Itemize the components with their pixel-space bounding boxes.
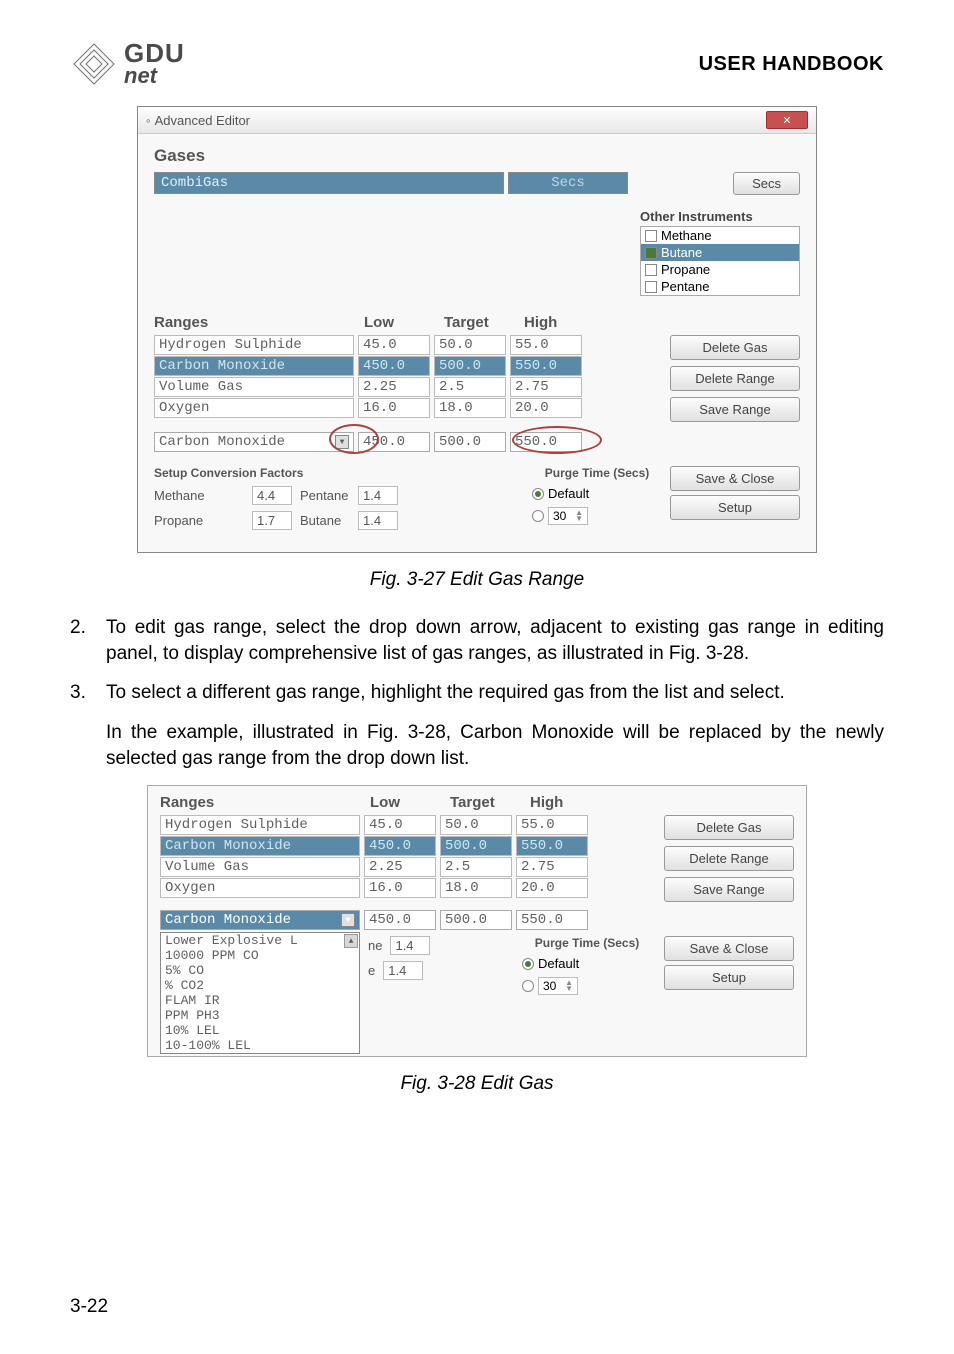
spinner-buttons-icon[interactable]: ▲▼ <box>575 510 583 522</box>
range-row[interactable]: Oxygen 16.0 18.0 20.0 <box>160 878 656 898</box>
instrument-item[interactable]: Pentane <box>641 278 799 295</box>
range-row[interactable]: Oxygen 16.0 18.0 20.0 <box>154 398 662 418</box>
setup-button[interactable]: Setup <box>670 495 800 520</box>
ranges-table: Hydrogen Sulphide 45.0 50.0 55.0 Carbon … <box>154 335 662 422</box>
dropdown-item[interactable]: % CO2 <box>161 978 359 993</box>
factor-row: Propane 1.7 Butane 1.4 <box>154 511 524 530</box>
instrument-item[interactable]: Methane <box>641 227 799 244</box>
dialog-icon: ◦ <box>146 113 151 128</box>
logo-icon <box>70 40 118 88</box>
delete-range-button[interactable]: Delete Range <box>670 366 800 391</box>
dd-low[interactable]: 450.0 <box>364 910 436 930</box>
dd-high[interactable]: 550.0 <box>516 910 588 930</box>
list-item: 3. To select a different gas range, high… <box>70 680 884 706</box>
list-number: 2. <box>70 615 94 666</box>
dd-low[interactable]: 450.0 <box>358 432 430 452</box>
range-row[interactable]: Carbon Monoxide 450.0 500.0 550.0 <box>154 356 662 376</box>
range-row[interactable]: Hydrogen Sulphide 45.0 50.0 55.0 <box>154 335 662 355</box>
default-radio[interactable]: Default <box>532 486 662 501</box>
dropdown-item[interactable]: Lower Explosive L <box>161 933 359 948</box>
chevron-down-icon[interactable]: ▼ <box>341 913 355 927</box>
radio-icon <box>522 958 534 970</box>
purge-time-label: Purge Time (Secs) <box>532 466 662 480</box>
close-button[interactable]: ✕ <box>766 111 808 129</box>
delete-gas-button[interactable]: Delete Gas <box>664 815 794 840</box>
range-row[interactable]: Volume Gas 2.25 2.5 2.75 <box>154 377 662 397</box>
dropdown-item[interactable]: FLAM IR <box>161 993 359 1008</box>
dd-target[interactable]: 500.0 <box>440 910 512 930</box>
range-dropdown[interactable]: Carbon Monoxide ▼ <box>160 910 360 930</box>
col-high: High <box>530 794 610 811</box>
logo-text-bottom: net <box>124 66 185 86</box>
range-dropdown[interactable]: Carbon Monoxide ▼ <box>154 432 354 452</box>
dropdown-item[interactable]: PPM PH3 <box>161 1008 359 1023</box>
save-range-button[interactable]: Save Range <box>664 877 794 902</box>
range-row[interactable]: Hydrogen Sulphide 45.0 50.0 55.0 <box>160 815 656 835</box>
list-number: 3. <box>70 680 94 706</box>
combigas-field[interactable]: CombiGas <box>154 172 504 194</box>
radio-icon <box>532 488 544 500</box>
figure-caption: Fig. 3-28 Edit Gas <box>70 1073 884 1095</box>
page-number: 3-22 <box>70 1296 108 1318</box>
dropdown-item[interactable]: 10-100% LEL <box>161 1038 359 1053</box>
secs-button[interactable]: Secs <box>733 172 800 195</box>
ranges-label: Ranges <box>160 794 370 811</box>
col-high: High <box>524 314 604 331</box>
gases-label: Gases <box>154 146 800 166</box>
instrument-item[interactable]: Butane <box>641 244 799 261</box>
setup-button[interactable]: Setup <box>664 965 794 990</box>
range-row[interactable]: Carbon Monoxide 450.0 500.0 550.0 <box>160 836 656 856</box>
list-item: 2. To edit gas range, select the drop do… <box>70 615 884 666</box>
figure-3-27: ◦ Advanced Editor ✕ Gases CombiGas Secs … <box>137 106 817 553</box>
page-header: GDU net USER HANDBOOK <box>70 40 884 88</box>
save-range-button[interactable]: Save Range <box>670 397 800 422</box>
range-row[interactable]: Volume Gas 2.25 2.5 2.75 <box>160 857 656 877</box>
dropdown-item[interactable]: 5% CO <box>161 963 359 978</box>
delete-gas-button[interactable]: Delete Gas <box>670 335 800 360</box>
save-close-button[interactable]: Save & Close <box>664 936 794 961</box>
dialog-title: ◦ Advanced Editor <box>146 113 250 128</box>
factor-row: ne 1.4 <box>368 936 510 955</box>
dd-target[interactable]: 500.0 <box>434 432 506 452</box>
dialog-titlebar: ◦ Advanced Editor ✕ <box>138 107 816 134</box>
instrument-item[interactable]: Propane <box>641 261 799 278</box>
col-target: Target <box>450 794 530 811</box>
factor-row: e 1.4 <box>368 961 510 980</box>
scroll-up-icon[interactable]: ▲ <box>344 934 358 948</box>
col-target: Target <box>444 314 524 331</box>
spinner-buttons-icon[interactable]: ▲▼ <box>565 980 573 992</box>
secs-field[interactable]: Secs <box>508 172 628 194</box>
custom-radio[interactable]: 30 ▲▼ <box>522 977 652 995</box>
delete-range-button[interactable]: Delete Range <box>664 846 794 871</box>
dropdown-item[interactable]: 10% LEL <box>161 1023 359 1038</box>
col-low: Low <box>370 794 450 811</box>
logo: GDU net <box>70 40 185 88</box>
setup-factors-label: Setup Conversion Factors <box>154 466 524 480</box>
chevron-down-icon[interactable]: ▼ <box>335 435 349 449</box>
col-low: Low <box>364 314 444 331</box>
custom-radio[interactable]: 30 ▲▼ <box>532 507 662 525</box>
paragraph: In the example, illustrated in Fig. 3-28… <box>106 720 884 771</box>
purge-spinner[interactable]: 30 ▲▼ <box>548 507 588 525</box>
figure-3-28: Ranges Low Target High Hydrogen Sulphide… <box>147 785 807 1057</box>
figure-caption: Fig. 3-27 Edit Gas Range <box>70 569 884 591</box>
header-title: USER HANDBOOK <box>699 53 884 76</box>
factor-row: Methane 4.4 Pentane 1.4 <box>154 486 524 505</box>
dropdown-list[interactable]: ▲ Lower Explosive L 10000 PPM CO 5% CO %… <box>160 932 360 1054</box>
purge-time-label: Purge Time (Secs) <box>522 936 652 950</box>
ranges-table: Hydrogen Sulphide 45.0 50.0 55.0 Carbon … <box>160 815 656 902</box>
save-close-button[interactable]: Save & Close <box>670 466 800 491</box>
dd-high[interactable]: 550.0 <box>510 432 582 452</box>
radio-icon <box>522 980 534 992</box>
other-instruments-label: Other Instruments <box>640 209 800 224</box>
ranges-label: Ranges <box>154 314 364 331</box>
dropdown-item[interactable]: 10000 PPM CO <box>161 948 359 963</box>
instruments-list[interactable]: Methane Butane Propane Pentane <box>640 226 800 296</box>
default-radio[interactable]: Default <box>522 956 652 971</box>
purge-spinner[interactable]: 30 ▲▼ <box>538 977 578 995</box>
radio-icon <box>532 510 544 522</box>
